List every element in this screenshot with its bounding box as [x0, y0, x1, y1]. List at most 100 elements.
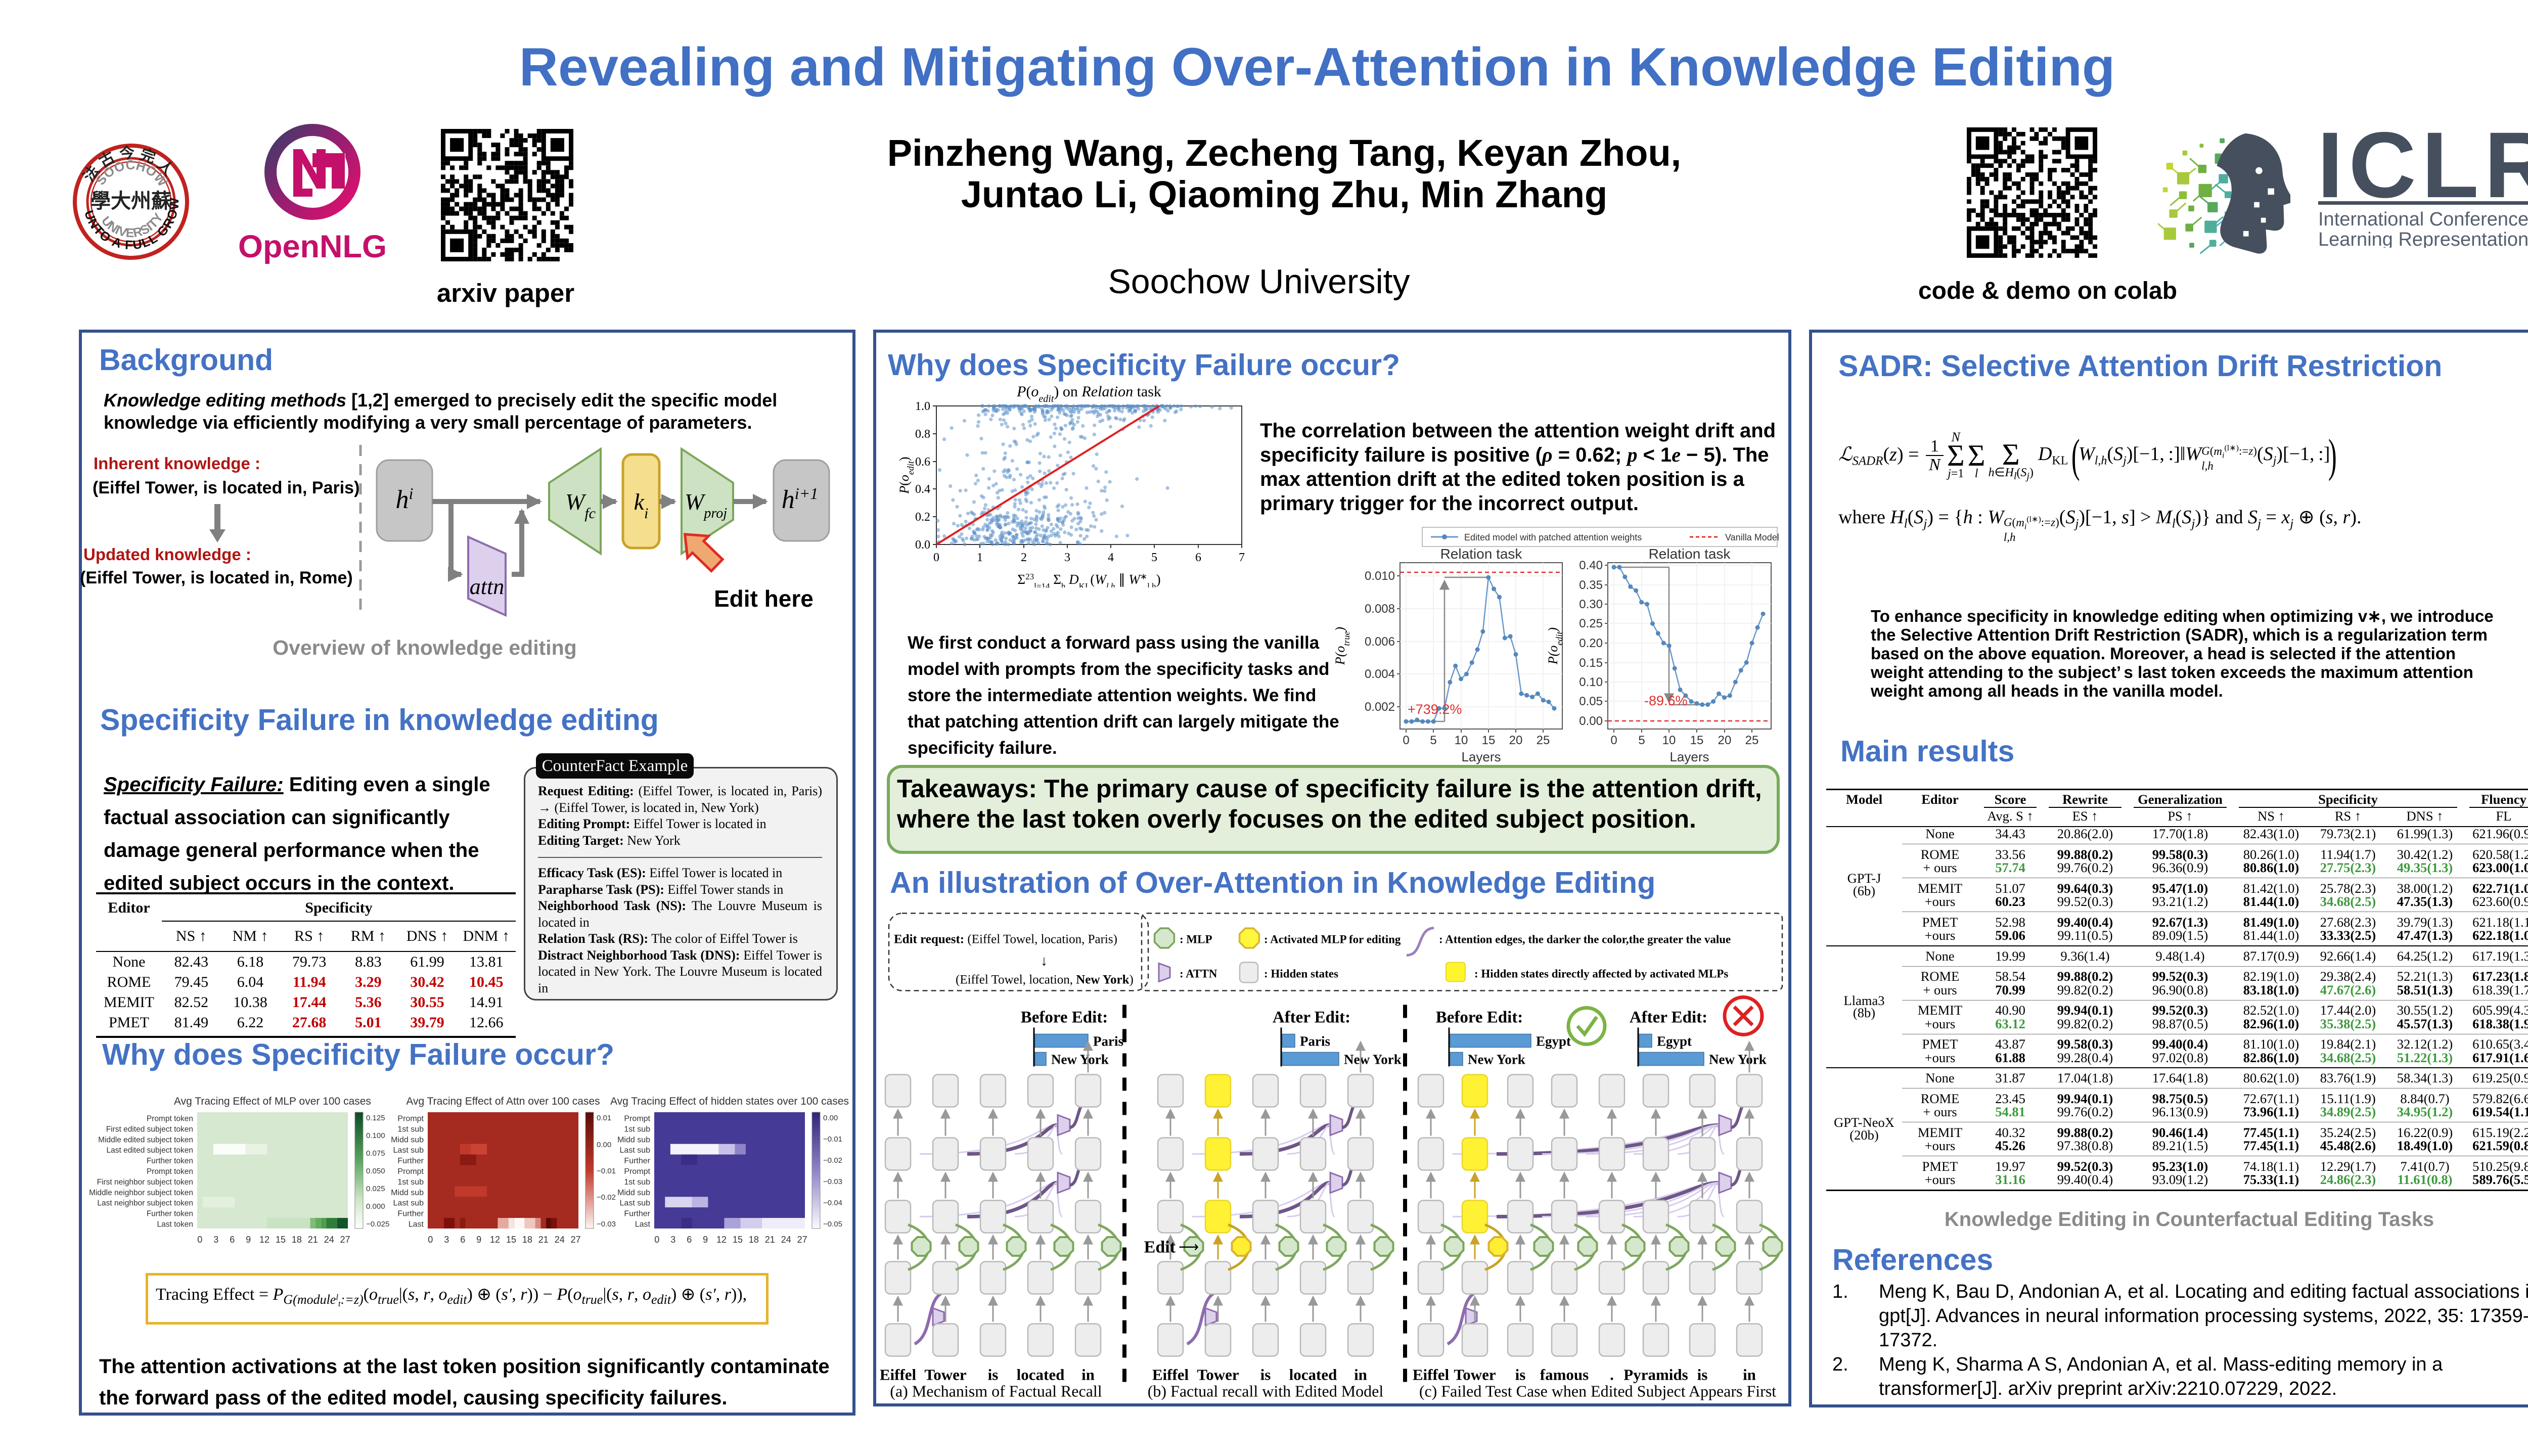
- svg-text:−0.05: −0.05: [823, 1220, 842, 1228]
- svg-text:Last sub: Last sub: [393, 1146, 424, 1155]
- svg-text:24: 24: [555, 1235, 565, 1245]
- svg-text:0.05: 0.05: [1579, 695, 1603, 708]
- svg-text:18: 18: [292, 1235, 302, 1245]
- svg-text:0: 0: [1610, 734, 1617, 747]
- svg-text:(a) Mechanism of Factual Recal: (a) Mechanism of Factual Recall: [890, 1382, 1102, 1400]
- svg-text:1.0: 1.0: [915, 400, 930, 413]
- svg-text:27: 27: [571, 1235, 581, 1245]
- svg-text:0: 0: [197, 1235, 202, 1245]
- svg-text:15: 15: [276, 1235, 286, 1245]
- svg-text:Egypt: Egypt: [1536, 1034, 1571, 1049]
- svg-text:24: 24: [781, 1235, 791, 1245]
- svg-text:12: 12: [490, 1235, 500, 1245]
- svg-text:21: 21: [538, 1235, 549, 1245]
- svg-text:Further token: Further token: [147, 1157, 193, 1165]
- svg-text:: Hidden states: : Hidden states: [1264, 968, 1338, 980]
- svg-text:0.025: 0.025: [366, 1185, 385, 1193]
- svg-text:Further: Further: [397, 1157, 424, 1165]
- svg-text:: Attention edges, the darker: : Attention edges, the darker the color,…: [1439, 933, 1731, 946]
- svg-text:0.6: 0.6: [915, 456, 930, 469]
- svg-text:25: 25: [1537, 734, 1550, 747]
- svg-text:2: 2: [1021, 551, 1027, 564]
- svg-text:0.4: 0.4: [915, 483, 930, 496]
- svg-text:0.15: 0.15: [1579, 656, 1603, 670]
- svg-text:P(oedit): P(oedit): [897, 457, 916, 494]
- svg-text:0.25: 0.25: [1579, 617, 1603, 630]
- svg-text:Further: Further: [624, 1210, 650, 1218]
- svg-text:0.20: 0.20: [1579, 636, 1603, 650]
- svg-text:is: is: [1697, 1366, 1708, 1384]
- svg-text:9: 9: [476, 1235, 481, 1245]
- svg-text:Pyramids: Pyramids: [1623, 1366, 1688, 1384]
- svg-text:P(oedit) on Relation task: P(oedit) on Relation task: [1016, 383, 1161, 404]
- svg-text:: ATTN: : ATTN: [1180, 968, 1217, 980]
- svg-text:0.010: 0.010: [1365, 569, 1395, 583]
- svg-text:0: 0: [933, 551, 939, 564]
- svg-text:12: 12: [716, 1235, 727, 1245]
- svg-text:.: .: [1610, 1366, 1614, 1384]
- svg-text:0.006: 0.006: [1365, 635, 1395, 649]
- svg-text:(c) Failed Test Case when Edit: (c) Failed Test Case when Edited Subject…: [1419, 1382, 1776, 1400]
- svg-text:1st sub: 1st sub: [624, 1125, 650, 1133]
- svg-text:15: 15: [506, 1235, 516, 1245]
- svg-text:Prompt token: Prompt token: [147, 1167, 193, 1176]
- svg-text:Relation task: Relation task: [1649, 546, 1731, 562]
- svg-text:5: 5: [1151, 551, 1157, 564]
- svg-text:0.050: 0.050: [366, 1167, 385, 1175]
- svg-text:in: in: [1743, 1366, 1756, 1384]
- svg-text:27: 27: [797, 1235, 807, 1245]
- svg-text:Σ23l=14 Σh DKL(Wl,h ∥ W∗l,h): Σ23l=14 Σh DKL(Wl,h ∥ W∗l,h): [1017, 572, 1160, 588]
- svg-text:學大州蘇: 學大州蘇: [91, 190, 171, 212]
- svg-text:Prompt: Prompt: [624, 1115, 650, 1123]
- svg-text:After Edit:: After Edit:: [1273, 1009, 1350, 1027]
- svg-text:Midd sub: Midd sub: [391, 1135, 424, 1144]
- svg-text:3: 3: [444, 1235, 449, 1245]
- svg-text:Last token: Last token: [157, 1220, 193, 1229]
- svg-text:Prompt token: Prompt token: [147, 1115, 193, 1123]
- svg-text:0.002: 0.002: [1365, 700, 1395, 714]
- svg-text:10: 10: [1455, 734, 1468, 747]
- svg-text:0.125: 0.125: [366, 1114, 385, 1122]
- svg-text:Tower: Tower: [1454, 1366, 1496, 1384]
- svg-text:Layers: Layers: [1461, 749, 1501, 764]
- svg-text:1st sub: 1st sub: [397, 1178, 424, 1187]
- svg-text:0.8: 0.8: [915, 428, 930, 441]
- svg-text:0.2: 0.2: [915, 511, 930, 524]
- svg-text:0.100: 0.100: [366, 1131, 385, 1140]
- svg-text:Edit here: Edit here: [714, 585, 814, 612]
- svg-text:Last edited subject token: Last edited subject token: [107, 1146, 193, 1155]
- svg-text:Midd sub: Midd sub: [391, 1189, 424, 1197]
- svg-text:Prompt: Prompt: [397, 1167, 424, 1176]
- svg-text:20: 20: [1718, 734, 1732, 747]
- svg-text:Edited model with patched atte: Edited model with patched attention weig…: [1464, 532, 1642, 542]
- svg-text:−0.025: −0.025: [366, 1220, 389, 1228]
- svg-text:Middle neighbor subject token: Middle neighbor subject token: [89, 1189, 193, 1197]
- svg-text:−0.01: −0.01: [823, 1135, 842, 1144]
- svg-text:0: 0: [654, 1235, 659, 1245]
- svg-text:27: 27: [340, 1235, 350, 1245]
- svg-text:3: 3: [1064, 551, 1070, 564]
- svg-text:Before Edit:: Before Edit:: [1436, 1009, 1523, 1027]
- svg-text:famous: famous: [1540, 1366, 1589, 1384]
- svg-text:Vanilla Model: Vanilla Model: [1725, 532, 1779, 542]
- svg-text:New York: New York: [1468, 1052, 1525, 1067]
- svg-text:21: 21: [308, 1235, 318, 1245]
- svg-text:: Hidden states directly affec: : Hidden states directly affected by act…: [1474, 968, 1728, 980]
- svg-text:Tower: Tower: [924, 1366, 966, 1384]
- svg-text:Edit: Edit: [1144, 1238, 1176, 1257]
- svg-text:15: 15: [1482, 734, 1496, 747]
- svg-text:Eiffel: Eiffel: [1413, 1366, 1450, 1384]
- svg-text:0.10: 0.10: [1579, 675, 1603, 689]
- svg-text:10: 10: [1662, 734, 1676, 747]
- svg-text:Learning Representations: Learning Representations: [2318, 229, 2528, 248]
- svg-text:5: 5: [1430, 734, 1436, 747]
- svg-text:Avg Tracing Effect of hidden s: Avg Tracing Effect of hidden states over…: [610, 1096, 849, 1107]
- svg-text:24: 24: [324, 1235, 334, 1245]
- svg-text:−0.03: −0.03: [597, 1220, 616, 1228]
- svg-text:Last sub: Last sub: [620, 1146, 651, 1155]
- svg-text:Paris: Paris: [1300, 1034, 1330, 1049]
- svg-text:is: is: [988, 1366, 999, 1384]
- svg-text:↓: ↓: [1041, 953, 1048, 969]
- svg-text:First neighbor subject token: First neighbor subject token: [97, 1178, 193, 1187]
- svg-text:15: 15: [1690, 734, 1704, 747]
